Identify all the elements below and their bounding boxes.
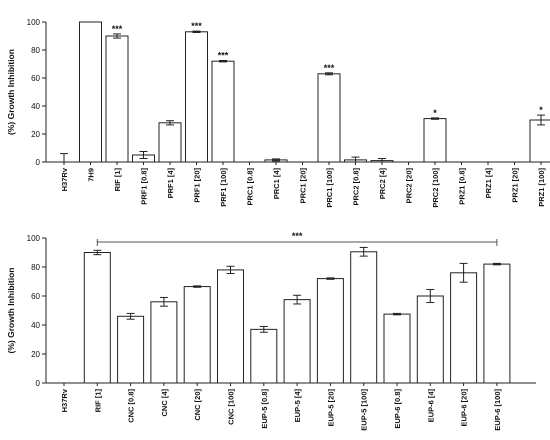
significance-label: * xyxy=(539,105,543,115)
y-tick-label: 40 xyxy=(31,102,40,111)
significance-label: * xyxy=(433,108,437,118)
category-label: CNC [20] xyxy=(193,388,202,420)
category-label: PRC2 [0.8] xyxy=(352,168,361,206)
bar xyxy=(529,119,550,163)
bar xyxy=(117,315,145,384)
category-label: CNC [0.8] xyxy=(127,389,136,423)
bar xyxy=(383,313,411,384)
category-label: RIF [1] xyxy=(113,168,122,192)
y-tick-label: 100 xyxy=(27,18,41,27)
category-label: EUP-5 [0.8] xyxy=(260,389,269,429)
significance-label: *** xyxy=(191,21,202,31)
category-label: H37Rv xyxy=(60,388,69,412)
category-label: PRZ1 [0.8] xyxy=(458,168,467,205)
category-label: EUP-6 [4] xyxy=(426,389,435,423)
category-label: PRC1 [20] xyxy=(299,168,308,204)
category-label: EUP-6 [100] xyxy=(493,389,502,431)
category-label: CNC [100] xyxy=(227,389,236,425)
y-tick-label: 20 xyxy=(31,350,40,359)
category-label: PRC1 [100] xyxy=(325,168,334,208)
category-label: H37Rv xyxy=(60,167,69,191)
category-label: EUP-5 [100] xyxy=(360,389,369,431)
bar xyxy=(317,73,341,163)
y-tick-label: 0 xyxy=(36,158,41,167)
y-tick-label: 80 xyxy=(31,46,40,55)
bar xyxy=(105,35,129,163)
category-label: EUP-5 [20] xyxy=(326,389,335,427)
chart-bottom: 0 20 40 60 80 100 (%) Growth Inhibition H37Rv RI… xyxy=(6,231,536,431)
bar xyxy=(150,301,178,384)
bar xyxy=(450,272,478,384)
category-label: CNC [4] xyxy=(160,388,169,416)
bar xyxy=(211,60,235,163)
category-label: EUP-6 [20] xyxy=(460,389,469,427)
category-label: PRC1 [4] xyxy=(272,168,281,200)
category-label: PRZ1 [20] xyxy=(511,167,520,202)
category-label: PRF1 [20] xyxy=(193,167,202,202)
bar xyxy=(423,118,447,163)
y-axis-label: (%) Growth Inhibition xyxy=(6,49,16,135)
category-label: PRZ1 [4] xyxy=(484,167,493,198)
bar xyxy=(185,31,208,163)
category-label: EUP-6 [0.8] xyxy=(393,389,402,429)
category-label: PRF1 [4] xyxy=(166,167,175,198)
y-tick-label: 60 xyxy=(31,292,40,301)
y-tick-label: 0 xyxy=(36,379,41,388)
category-label: PRF1 [100] xyxy=(219,167,228,206)
y-tick-label: 40 xyxy=(31,321,40,330)
category-label: RIF [1] xyxy=(93,389,102,413)
y-tick-label: 100 xyxy=(27,234,41,243)
category-label: PRC2 [4] xyxy=(378,168,387,200)
chart-top: 0 20 40 60 80 100 (%) Growth Inhibition H37Rv 7H… xyxy=(6,18,550,208)
y-tick-label: 20 xyxy=(31,130,40,139)
category-label: EUP-5 [4] xyxy=(293,389,302,423)
bar xyxy=(316,278,344,384)
category-label: 7H9 xyxy=(87,168,96,182)
category-label: PRC2 [100] xyxy=(431,168,440,208)
bar xyxy=(483,263,511,384)
bar xyxy=(250,328,278,384)
y-tick-label: 80 xyxy=(31,263,40,272)
bar xyxy=(217,269,244,384)
bar xyxy=(416,295,444,384)
bracket-label: *** xyxy=(292,231,303,241)
bar xyxy=(79,21,102,163)
y-tick-label: 60 xyxy=(31,74,40,83)
bar xyxy=(283,299,311,384)
category-label: PRC2 [20] xyxy=(405,168,414,204)
y-axis-label: (%) Growth Inhibition xyxy=(6,268,16,354)
bar xyxy=(350,251,378,384)
bar xyxy=(83,252,111,384)
significance-label: *** xyxy=(324,63,335,73)
significance-label: *** xyxy=(218,51,229,61)
bar xyxy=(183,286,211,384)
significance-label: *** xyxy=(112,24,123,34)
category-label: PRZ1 [100] xyxy=(537,167,546,206)
bar xyxy=(158,122,182,163)
category-label: PRC1 [0.8] xyxy=(246,168,255,206)
category-label: PRF1 [0.8] xyxy=(140,168,149,205)
